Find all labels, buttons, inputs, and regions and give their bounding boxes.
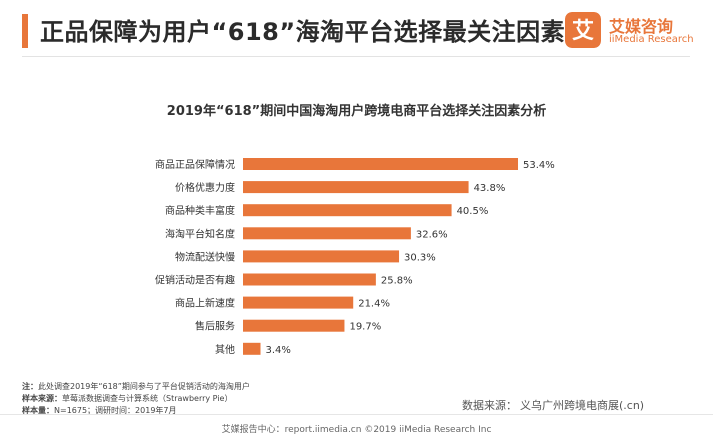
category-label: 价格优惠力度: [175, 181, 235, 194]
sample-size-text: N=1675；调研时间：2019年7月: [54, 406, 177, 415]
category-label: 商品上新速度: [175, 297, 235, 310]
category-label: 商品种类丰富度: [165, 204, 235, 217]
data-source-label: 数据来源：: [462, 399, 517, 412]
sample-size: 样本量：N=1675；调研时间：2019年7月: [22, 405, 177, 416]
watermark-text: 义乌广州跨境电商展(.cn): [520, 399, 645, 412]
sample-source-label: 样本来源：: [22, 394, 62, 403]
bar: [243, 250, 400, 263]
value-label: 30.3%: [404, 252, 436, 263]
value-label: 32.6%: [416, 229, 448, 240]
logo-mark-glyph: 艾: [572, 19, 594, 44]
value-label: 19.7%: [349, 322, 381, 333]
note-text: 此处调查2019年“618”期间参与了平台促销活动的海淘用户: [38, 382, 250, 391]
header-divider: [22, 56, 690, 57]
chart-note: 注：此处调查2019年“618”期间参与了平台促销活动的海淘用户: [22, 381, 250, 392]
note-label: 注：: [22, 382, 38, 391]
logo-name: 艾媒咨询: [609, 17, 674, 36]
category-label: 售后服务: [195, 320, 235, 333]
value-label: 3.4%: [266, 345, 291, 356]
page-title: 正品保障为用户“618”海淘平台选择最关注因素: [40, 18, 566, 46]
category-label: 商品正品保障情况: [155, 158, 235, 171]
logo-subtitle: iiMedia Research: [609, 34, 694, 45]
value-label: 40.5%: [457, 206, 489, 217]
value-label: 21.4%: [358, 299, 390, 310]
category-label: 物流配送快慢: [175, 250, 235, 263]
category-label: 海淘平台知名度: [165, 227, 235, 240]
bar: [243, 227, 411, 240]
bar: [243, 296, 354, 309]
chart-title: 2019年“618”期间中国海淘用户跨境电商平台选择关注因素分析: [166, 104, 547, 119]
logo-mark-bg: [565, 12, 601, 48]
bar: [243, 342, 261, 355]
value-label: 53.4%: [523, 160, 555, 171]
logo-mark-icon: 艾: [565, 12, 601, 48]
sample-source-text: 草莓派数据调查与计算系统（Strawberry Pie）: [62, 394, 233, 403]
bar: [243, 204, 452, 217]
value-label: 25.8%: [381, 276, 413, 287]
bar: [243, 158, 519, 170]
iimedia-logo: 艾 艾媒咨询 iiMedia Research: [565, 12, 705, 48]
sample-size-label: 样本量：: [22, 406, 54, 415]
footer-divider: [0, 414, 713, 415]
category-label: 其他: [215, 343, 235, 356]
value-label: 43.8%: [474, 183, 506, 194]
bar: [243, 319, 345, 332]
bar: [243, 181, 469, 194]
title-accent-bar: [22, 14, 28, 48]
bar: [243, 273, 376, 286]
sample-source: 样本来源：草莓派数据调查与计算系统（Strawberry Pie）: [22, 393, 232, 404]
category-label: 促销活动是否有趣: [155, 274, 235, 287]
footer-text: 艾媒报告中心：report.iimedia.cn ©2019 iiMedia R…: [221, 425, 492, 435]
